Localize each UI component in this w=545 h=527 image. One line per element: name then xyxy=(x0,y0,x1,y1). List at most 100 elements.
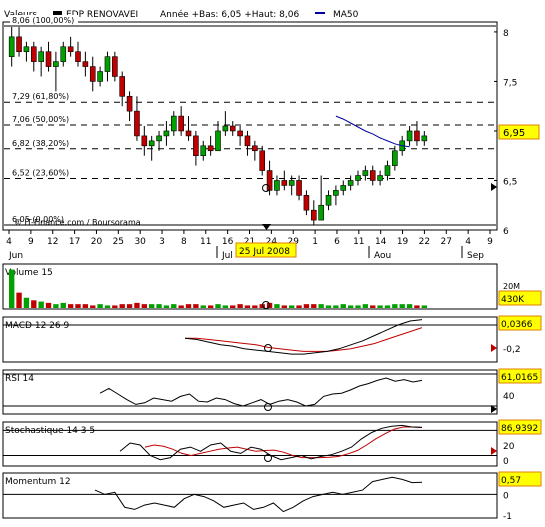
price-tick-label: 7,5 xyxy=(503,78,517,88)
candle-up xyxy=(222,125,229,132)
price-tick-label: 6 xyxy=(503,227,509,237)
volume-bar xyxy=(67,304,74,308)
date-tick-label: 3 xyxy=(159,237,165,247)
volume-bar xyxy=(171,304,177,308)
candle-up xyxy=(148,140,155,147)
date-tick-label: 21 xyxy=(244,237,255,247)
volume-bar xyxy=(237,304,243,308)
momentum-title: Momentum 12 xyxy=(5,477,71,487)
month-label: Sep xyxy=(467,251,484,261)
candle-up xyxy=(340,185,347,191)
date-tick-label: 22 xyxy=(419,237,430,247)
candle-up xyxy=(38,51,44,62)
date-tick-label: 6 xyxy=(334,237,340,247)
candle-up xyxy=(406,130,413,142)
volume-bar xyxy=(53,304,59,308)
macd-last-value: 0,0366 xyxy=(501,320,533,330)
date-tick-label: 9 xyxy=(28,237,34,247)
stochastic-d-line xyxy=(144,426,423,459)
candle-down xyxy=(310,209,317,221)
cursor-point-marker xyxy=(264,344,272,352)
volume-bar xyxy=(311,304,317,308)
candle-down xyxy=(244,135,251,147)
candle-down xyxy=(303,195,310,211)
fib-label-bg xyxy=(10,214,78,225)
fib-label-bg xyxy=(10,114,78,125)
volume-bar xyxy=(38,301,44,308)
month-label: Aou xyxy=(374,251,391,261)
fib-label-bg xyxy=(10,137,78,148)
header-instrument-name: EDP RENOVAVEI xyxy=(66,10,138,20)
fib-level-label: 6,52 (23,60%) xyxy=(12,168,69,177)
volume-bar xyxy=(377,305,383,308)
cursor-date-label: 25 Jul 2008 xyxy=(239,247,290,257)
candle-down xyxy=(112,56,118,77)
date-tick-label: 20 xyxy=(91,237,103,247)
date-tick-label: 14 xyxy=(375,237,387,247)
date-tick-label: 27 xyxy=(441,237,452,247)
date-axis: 4 9 12 17 20 25 30 3 8 11 16 21 24 29 1 6 11 14 19 22 27 4 9Ju… xyxy=(6,230,493,261)
volume-bar xyxy=(185,304,192,308)
candle-up xyxy=(355,175,361,181)
rsi-line xyxy=(99,377,423,407)
volume-bar xyxy=(90,305,96,308)
candle-up xyxy=(347,180,354,186)
ma50-legend-swatch xyxy=(315,12,325,14)
macd-title: MACD 12 26 9 xyxy=(5,321,69,331)
volume-bar xyxy=(230,305,236,308)
volume-bar xyxy=(31,300,37,308)
stochastic-tick-label-20: 20 xyxy=(503,442,515,452)
volume-bar xyxy=(222,305,229,308)
candle-down xyxy=(266,170,273,191)
macd-signal-line xyxy=(185,327,423,352)
price-tick-label: 8 xyxy=(503,29,509,39)
volume-bar xyxy=(23,297,30,308)
candle-up xyxy=(215,130,221,152)
volume-bar xyxy=(399,304,405,308)
candle-up xyxy=(104,56,111,72)
last-price-value: 6,95 xyxy=(503,128,525,139)
date-tick-label: 30 xyxy=(134,237,146,247)
volume-title: Volume 15 xyxy=(5,268,53,278)
cursor-point-marker xyxy=(262,184,270,192)
volume-bar xyxy=(97,304,103,308)
candle-down xyxy=(252,145,258,152)
volume-bar xyxy=(296,305,302,308)
candle-up xyxy=(156,135,162,142)
volume-bar xyxy=(289,305,295,308)
volume-bar xyxy=(347,305,354,308)
candle-down xyxy=(141,135,148,147)
candle-down xyxy=(193,135,199,157)
month-label: Jun xyxy=(8,251,23,261)
rsi-panel xyxy=(2,369,498,415)
copyright-note: © IT-Finance.com / Boursorama xyxy=(14,218,141,227)
rsi-last-value: 61,0165 xyxy=(501,373,538,383)
volume-bar xyxy=(134,302,140,308)
momentum-value-box xyxy=(498,471,542,487)
date-tick-label: 11 xyxy=(353,237,364,247)
candle-down xyxy=(178,115,184,132)
fibonacci-levels: 8,06 (100,00%) 7,29 (61,80%) 7,06 (50,00%)… xyxy=(4,14,496,226)
candle-down xyxy=(237,130,243,137)
candle-up xyxy=(274,180,280,191)
macd-line xyxy=(184,319,423,355)
volume-value-box xyxy=(498,290,542,306)
volume-bar xyxy=(156,304,162,308)
volume-bar xyxy=(141,304,147,308)
momentum-tick-label-neg1: -1 xyxy=(503,512,512,522)
date-tick-label: 29 xyxy=(288,237,300,247)
volume-bar xyxy=(215,304,221,308)
candle-down xyxy=(89,66,96,82)
volume-bar xyxy=(104,305,111,308)
volume-bar xyxy=(207,305,214,308)
candle-down xyxy=(134,110,140,137)
candle-up xyxy=(333,190,339,196)
date-tick-label: 25 xyxy=(113,237,124,247)
macd-tick-label: -0,2 xyxy=(503,345,521,355)
volume-bar xyxy=(149,304,155,308)
volume-panel xyxy=(2,263,498,310)
macd-value-box xyxy=(498,315,542,331)
volume-tick-label: 20M xyxy=(503,282,520,291)
momentum-panel xyxy=(2,472,498,519)
